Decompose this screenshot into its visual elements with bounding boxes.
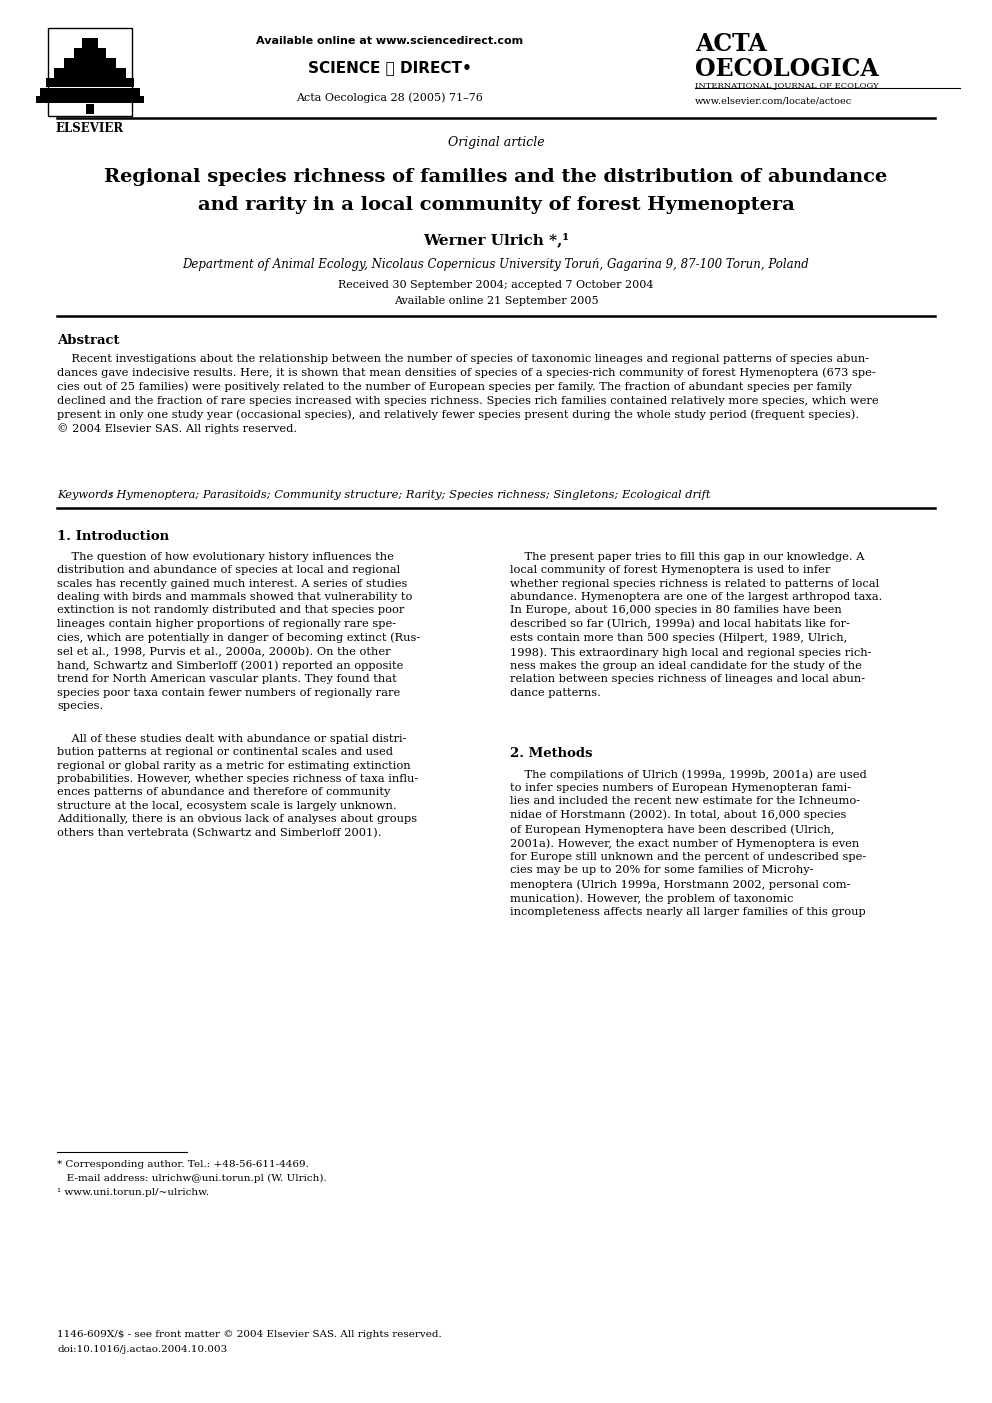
Text: 2. Methods: 2. Methods	[510, 746, 592, 760]
Text: 1. Introduction: 1. Introduction	[57, 530, 169, 543]
Text: and rarity in a local community of forest Hymenoptera: and rarity in a local community of fores…	[197, 196, 795, 215]
Text: Received 30 September 2004; accepted 7 October 2004: Received 30 September 2004; accepted 7 O…	[338, 281, 654, 290]
Text: Acta Oecologica 28 (2005) 71–76: Acta Oecologica 28 (2005) 71–76	[297, 93, 483, 102]
Bar	[40, 88, 140, 95]
Text: Regional species richness of families and the distribution of abundance: Regional species richness of families an…	[104, 168, 888, 187]
Text: * Corresponding author. Tel.: +48-56-611-4469.: * Corresponding author. Tel.: +48-56-611…	[57, 1160, 309, 1169]
Bar	[86, 104, 94, 114]
Text: OECOLOGICA: OECOLOGICA	[695, 58, 879, 81]
Text: The compilations of Ulrich (1999a, 1999b, 2001a) are used
to infer species numbe: The compilations of Ulrich (1999a, 1999b…	[510, 769, 867, 918]
Text: The question of how evolutionary history influences the
distribution and abundan: The question of how evolutionary history…	[57, 551, 421, 711]
Text: 1146-609X/$ - see front matter © 2004 Elsevier SAS. All rights reserved.: 1146-609X/$ - see front matter © 2004 El…	[57, 1330, 441, 1338]
Bar	[48, 28, 132, 116]
Text: Original article: Original article	[447, 136, 545, 149]
Text: E-mail address: ulrichw@uni.torun.pl (W. Ulrich).: E-mail address: ulrichw@uni.torun.pl (W.…	[57, 1174, 326, 1183]
Text: Abstract: Abstract	[57, 334, 119, 347]
Text: Keywords: Keywords	[57, 490, 114, 499]
Text: ACTA: ACTA	[695, 32, 767, 56]
Text: Available online 21 September 2005: Available online 21 September 2005	[394, 296, 598, 306]
Text: Werner Ulrich *,¹: Werner Ulrich *,¹	[423, 231, 569, 247]
Text: ELSEVIER: ELSEVIER	[56, 122, 124, 135]
Bar	[82, 38, 98, 51]
Bar	[46, 79, 134, 87]
Bar	[64, 58, 116, 70]
Text: doi:10.1016/j.actao.2004.10.003: doi:10.1016/j.actao.2004.10.003	[57, 1345, 227, 1354]
Text: www.elsevier.com/locate/actoec: www.elsevier.com/locate/actoec	[695, 95, 852, 105]
Text: ¹ www.uni.torun.pl/~ulrichw.: ¹ www.uni.torun.pl/~ulrichw.	[57, 1188, 209, 1197]
Text: Recent investigations about the relationship between the number of species of ta: Recent investigations about the relation…	[57, 354, 879, 435]
Bar	[36, 95, 144, 102]
Text: All of these studies dealt with abundance or spatial distri-
bution patterns at : All of these studies dealt with abundanc…	[57, 734, 419, 838]
Text: Department of Animal Ecology, Nicolaus Copernicus University Toruń, Gagarina 9, : Department of Animal Ecology, Nicolaus C…	[183, 258, 809, 271]
Text: : Hymenoptera; Parasitoids; Community structure; Rarity; Species richness; Singl: : Hymenoptera; Parasitoids; Community st…	[109, 490, 710, 499]
Bar	[54, 67, 126, 79]
Bar	[74, 48, 106, 60]
Text: The present paper tries to fill this gap in our knowledge. A
local community of : The present paper tries to fill this gap…	[510, 551, 882, 697]
Text: Available online at www.sciencedirect.com: Available online at www.sciencedirect.co…	[257, 36, 524, 46]
Text: SCIENCE ⓐ DIRECT•: SCIENCE ⓐ DIRECT•	[309, 60, 472, 74]
Text: INTERNATIONAL JOURNAL OF ECOLOGY: INTERNATIONAL JOURNAL OF ECOLOGY	[695, 81, 879, 90]
